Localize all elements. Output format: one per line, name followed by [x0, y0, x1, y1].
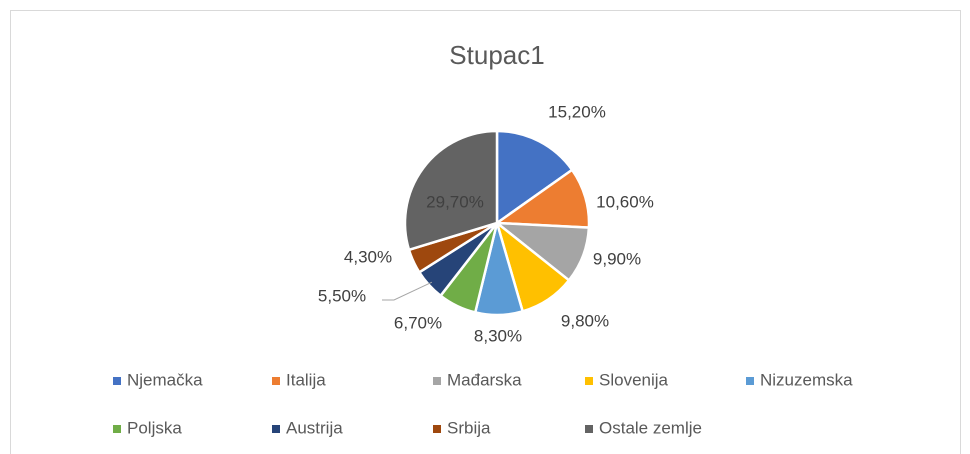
legend-swatch — [272, 377, 280, 385]
leader-line — [382, 281, 433, 301]
data-label: 29,70% — [426, 192, 484, 211]
legend-label: Nizuzemska — [760, 370, 853, 389]
legend-swatch — [746, 377, 754, 385]
legend-swatch — [113, 425, 121, 433]
data-label: 9,80% — [561, 311, 609, 330]
legend-label: Njemačka — [127, 370, 203, 389]
data-label: 10,60% — [596, 192, 654, 211]
chart-border — [10, 10, 961, 454]
data-label: 4,30% — [344, 247, 392, 266]
legend-label: Mađarska — [447, 370, 522, 389]
legend-swatch — [113, 377, 121, 385]
legend-swatch — [433, 377, 441, 385]
data-label: 6,70% — [394, 313, 442, 332]
legend-label: Slovenija — [599, 370, 669, 389]
data-label: 5,50% — [318, 286, 366, 305]
legend-swatch — [272, 425, 280, 433]
data-label: 8,30% — [474, 326, 522, 345]
pie-slice — [403, 129, 499, 252]
legend-label: Italija — [286, 370, 326, 389]
data-label: 15,20% — [548, 102, 606, 121]
legend-swatch — [585, 377, 593, 385]
legend-swatch — [433, 425, 441, 433]
legend-label: Poljska — [127, 418, 182, 437]
data-label: 9,90% — [593, 249, 641, 268]
chart-title: Stupac1 — [449, 40, 544, 70]
pie-slice — [495, 129, 574, 226]
legend-label: Srbija — [447, 418, 491, 437]
legend-label: Ostale zemlje — [599, 418, 702, 437]
legend-swatch — [585, 425, 593, 433]
legend-label: Austrija — [286, 418, 343, 437]
